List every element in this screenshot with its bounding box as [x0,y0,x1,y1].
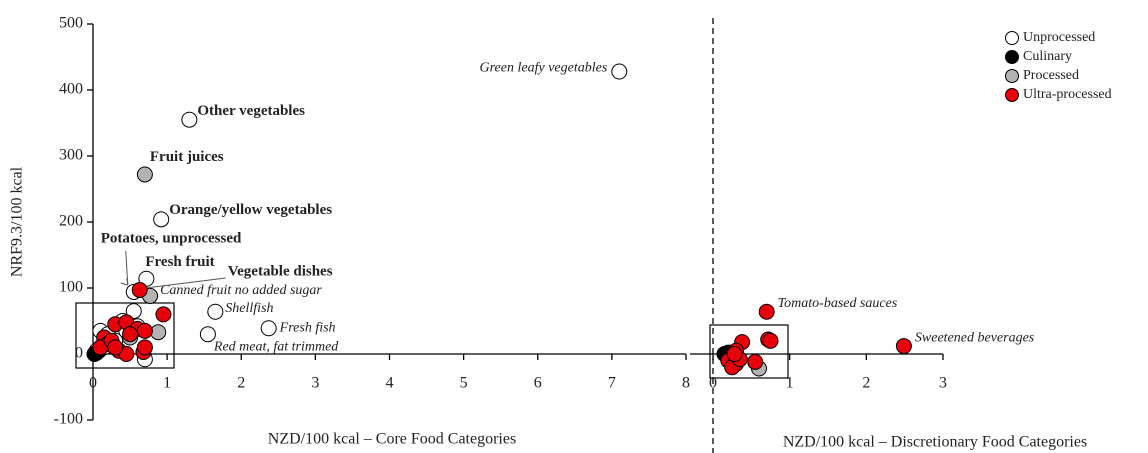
x-tick-label: 1 [786,375,794,392]
point [611,63,628,80]
annotation: Shellfish [225,301,273,316]
y-tick-label: 500 [59,15,83,32]
y-tick-label: 100 [59,279,83,296]
point [260,320,277,337]
y-tick-label: 400 [59,81,83,98]
y-tick-label: 200 [59,213,83,230]
x-tick-label: 1 [163,375,171,392]
point [199,326,216,343]
point [136,339,153,356]
x-tick-label: 0 [709,375,717,392]
annotation: Green leafy vegetables [480,61,608,76]
x-tick-label: 8 [682,375,690,392]
point [131,281,148,298]
legend-marker [1005,31,1019,45]
x-tick-label: 3 [939,375,947,392]
annotation-leader [145,277,226,289]
annotation: Canned fruit no added sugar [160,283,322,298]
annotation: Sweetened beverages [915,330,1035,345]
annotation: Tomato-based sauces [778,296,898,311]
legend-marker [1005,50,1019,64]
point [153,211,170,228]
legend-label: Processed [1023,68,1079,83]
point [136,322,153,339]
x-tick-label: 2 [237,375,245,392]
x-tick-label: 5 [460,375,468,392]
point [122,326,139,343]
legend-label: Culinary [1023,49,1072,64]
annotation: Red meat, fat trimmed [213,339,339,354]
zoom-box [709,324,789,379]
y-tick-label: 300 [59,147,83,164]
point [181,111,198,128]
point [207,303,224,320]
legend-marker [1005,69,1019,83]
point [136,166,153,183]
annotation: Fresh fruit [145,254,214,270]
y-tick-label: -100 [54,411,83,428]
point [125,303,142,320]
annotation: Potatoes, unprocessed [101,230,242,246]
annotation: Other vegetables [197,103,305,119]
y-axis-title: NRF9.3/100 kcal [9,166,26,277]
x-tick-label: 3 [311,375,319,392]
point [762,332,779,349]
annotation: Vegetable dishes [228,263,333,279]
annotation: Fruit juices [150,149,224,165]
x-axis-title: NZD/100 kcal – Discretionary Food Catego… [783,434,1087,451]
annotation-arrowhead [120,277,129,286]
point [107,339,124,356]
annotation: Fresh fish [279,320,336,335]
point [758,303,775,320]
y-tick-label: 0 [75,345,83,362]
x-tick-label: 6 [534,375,542,392]
annotation: Orange/yellow vegetables [169,202,332,218]
legend-marker [1005,88,1019,102]
x-tick-label: 7 [608,375,616,392]
x-tick-label: 2 [862,375,870,392]
point [747,353,764,370]
point [150,324,167,341]
point [155,306,172,323]
point [726,346,743,362]
x-tick-label: 4 [386,375,394,392]
legend-label: Unprocessed [1023,30,1095,45]
x-axis-title: NZD/100 kcal – Core Food Categories [268,431,516,448]
legend-label: Ultra-processed [1023,87,1112,102]
point [895,338,912,355]
zoom-box [75,302,175,369]
